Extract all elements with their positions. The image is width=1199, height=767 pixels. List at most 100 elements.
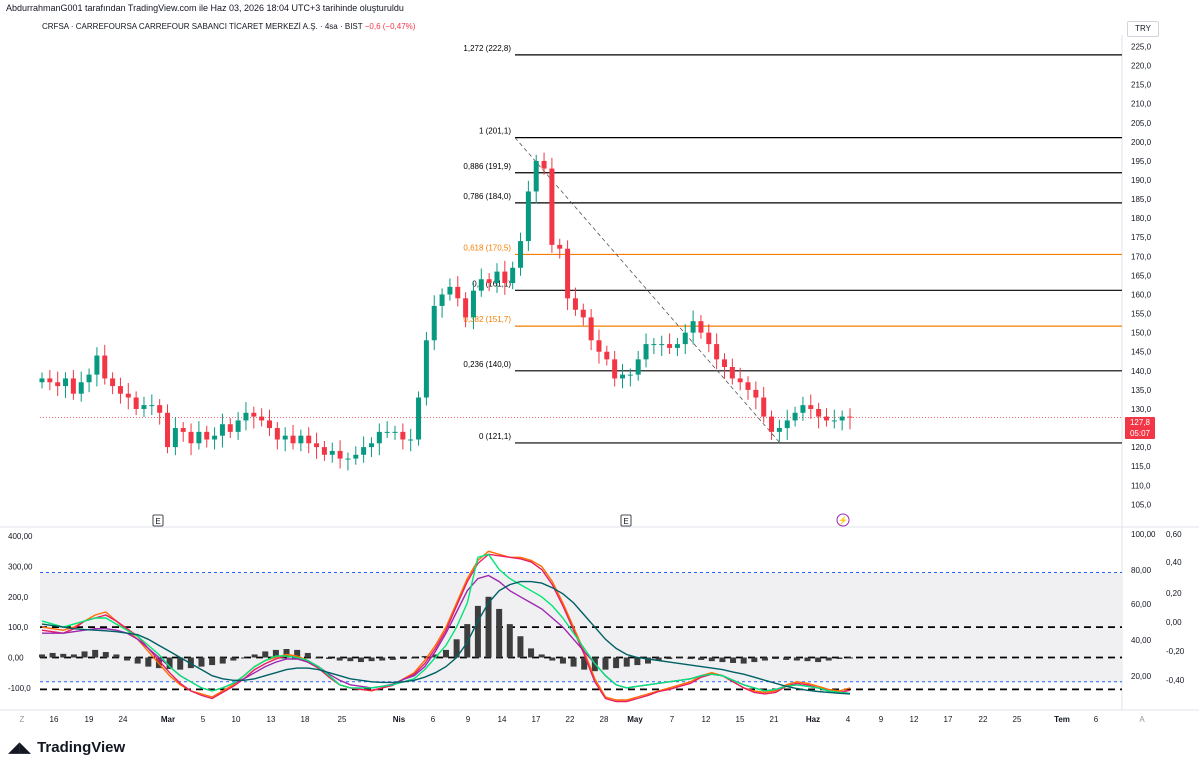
osc-histogram-bar [230, 657, 237, 661]
osc-histogram-bar [166, 657, 173, 670]
osc-histogram-bar [634, 657, 641, 666]
candle-body [259, 416, 265, 421]
price-tick-label: 135,0 [1131, 386, 1152, 395]
osc-histogram-bar [623, 657, 630, 667]
osc-histogram-bar [251, 654, 258, 658]
candle-body [431, 305, 437, 341]
osc-left-tick-label: 0,00 [8, 654, 24, 663]
candle-body [518, 241, 524, 268]
osc-right-tick-label: 20,00 [1131, 672, 1152, 681]
osc-histogram-bar [92, 649, 99, 658]
osc-histogram-bar [687, 657, 694, 660]
candle-body [721, 359, 727, 367]
osc-histogram-bar [676, 657, 683, 659]
candle-body [729, 366, 735, 379]
osc-right2-tick-label: 0,40 [1166, 558, 1182, 567]
candle-body [337, 450, 343, 459]
candle-body [510, 267, 516, 284]
osc-histogram-bar [400, 657, 407, 660]
candle-body [117, 386, 123, 394]
osc-histogram-bar [730, 657, 737, 663]
osc-right-tick-label: 40,00 [1131, 636, 1152, 645]
candle-body [604, 351, 610, 360]
price-tick-label: 210,0 [1131, 100, 1152, 109]
fib-level-label: 0,886 (191,9) [463, 162, 511, 171]
candle-body [847, 416, 853, 418]
candle-body [212, 435, 218, 440]
dividend-lightning-icon [836, 513, 850, 527]
osc-series-line [41, 553, 851, 694]
candle-body [408, 439, 414, 441]
candle-body [823, 416, 829, 421]
osc-histogram-bar [368, 657, 375, 662]
candle-body [769, 416, 775, 432]
candle-body [314, 443, 320, 448]
candle-body [416, 397, 422, 440]
candle-body [776, 428, 782, 432]
candle-body [243, 412, 249, 421]
time-tick-label: Tem [1054, 715, 1070, 724]
osc-histogram-bar [570, 657, 577, 667]
candle-body [737, 378, 743, 383]
osc-histogram-bar [815, 657, 822, 663]
time-tick-label: 12 [702, 715, 711, 724]
tradingview-logo[interactable]: ◢◣ TradingView [8, 738, 125, 756]
currency-badge[interactable]: TRY [1127, 21, 1159, 37]
osc-histogram-bar [294, 649, 301, 658]
fib-level-label: 0,382 (151,7) [463, 315, 511, 324]
candle-body [674, 344, 680, 348]
time-tick-label: May [627, 715, 643, 724]
osc-histogram-bar [506, 624, 513, 658]
candle-body [86, 374, 92, 383]
osc-histogram-bar [177, 657, 184, 670]
candle-body [141, 405, 147, 409]
candle-body [55, 382, 61, 387]
price-tick-label: 120,0 [1131, 443, 1152, 452]
candle-body [361, 447, 367, 455]
osc-histogram-bar [209, 657, 216, 666]
candle-body [627, 374, 633, 376]
candle-body [463, 298, 469, 318]
candle-body [541, 160, 547, 169]
candle-body [110, 378, 116, 387]
osc-histogram-bar [751, 657, 758, 663]
candle-body [266, 420, 272, 429]
osc-histogram-bar [336, 657, 343, 661]
osc-histogram-bar [793, 657, 800, 661]
osc-histogram-bar [453, 639, 460, 658]
candle-body [651, 344, 657, 346]
osc-histogram-bar [464, 624, 471, 658]
fib-trend-line [514, 137, 781, 444]
osc-histogram-bar [113, 654, 120, 658]
osc-series-line [41, 580, 851, 695]
price-tick-label: 195,0 [1131, 157, 1152, 166]
candle-body [149, 405, 155, 407]
osc-histogram-bar [432, 654, 439, 658]
candle-body [219, 424, 225, 436]
time-tick-label: 18 [301, 715, 310, 724]
osc-histogram-bar [602, 657, 609, 670]
candle-body [447, 286, 453, 295]
osc-right2-tick-label: -0,20 [1166, 647, 1185, 656]
osc-histogram-bar [49, 652, 56, 658]
time-tick-label: 9 [879, 715, 884, 724]
price-tick-label: 140,0 [1131, 367, 1152, 376]
price-tick-label: 165,0 [1131, 271, 1152, 280]
osc-right2-tick-label: 0,20 [1166, 589, 1182, 598]
symbol-title-line: CRFSA · CARREFOURSA CARREFOUR SABANCI Tİ… [42, 22, 415, 31]
candle-body [643, 344, 649, 360]
candle-body [533, 160, 539, 192]
osc-histogram-bar [198, 657, 205, 667]
earnings-marker-label: E [623, 517, 628, 526]
dividend-lightning-glyph: ⚡ [838, 515, 848, 525]
candle-body [439, 294, 445, 306]
candle-body [635, 359, 641, 375]
osc-histogram-bar [81, 651, 88, 658]
price-tick-label: 205,0 [1131, 119, 1152, 128]
earnings-marker [152, 514, 164, 527]
osc-histogram-bar [559, 657, 566, 664]
time-tick-label: 13 [267, 715, 276, 724]
candle-body [612, 359, 618, 379]
candle-body [157, 405, 163, 413]
